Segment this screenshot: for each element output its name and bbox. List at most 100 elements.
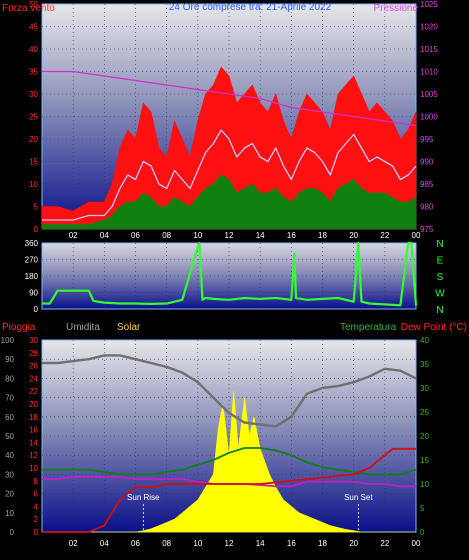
humidity-y-tick-label: 20 xyxy=(5,490,14,499)
x-tick-label: 08 xyxy=(162,231,171,240)
panel-headers: Forza vento 24 Ore comprese tra: 21-Apri… xyxy=(2,2,467,333)
humidity-y-tick-label: 70 xyxy=(5,394,14,403)
compass-label: S xyxy=(437,272,444,283)
direction-y-tick-label: 90 xyxy=(29,289,38,298)
humidity-y-tick-label: 100 xyxy=(1,336,15,345)
compass-label: N xyxy=(436,305,443,316)
x-tick-label: 20 xyxy=(349,539,358,548)
humidity-y-tick-label: 30 xyxy=(5,470,14,479)
x-tick-label: 22 xyxy=(380,539,389,548)
rain-y-tick-label: 30 xyxy=(29,336,38,345)
wind-y-tick-label: 25 xyxy=(29,113,38,122)
x-tick-label: 14 xyxy=(256,231,265,240)
x-tick-label: 00 xyxy=(412,231,421,240)
x-tick-label: 02 xyxy=(69,539,78,548)
humidity-label: Umidita xyxy=(66,322,100,333)
wind-y-tick-label: 10 xyxy=(29,180,38,189)
rain-y-tick-label: 2 xyxy=(34,515,39,524)
rain-y-tick-label: 10 xyxy=(29,464,38,473)
average-line xyxy=(42,129,417,221)
wind-area xyxy=(41,174,417,230)
x-tick-label: 06 xyxy=(131,539,140,548)
wind-y-tick-label: 45 xyxy=(29,23,38,32)
solar-label: Solar xyxy=(117,322,141,333)
pressure-y-tick-label: 985 xyxy=(420,180,434,189)
x-tick-label: 10 xyxy=(193,539,202,548)
temperature-y-tick-label: 25 xyxy=(420,408,429,417)
compass-label: N xyxy=(436,239,443,250)
x-tick-label: 04 xyxy=(100,231,109,240)
humidity-y-tick-label: 0 xyxy=(10,528,15,537)
humidity-line xyxy=(42,354,417,428)
rain-label: Pioggia xyxy=(2,322,36,333)
rain-y-tick-label: 12 xyxy=(29,451,38,460)
wind-left-label: Forza vento xyxy=(2,3,55,14)
temperature-y-tick-label: 20 xyxy=(420,432,429,441)
x-tick-label: 06 xyxy=(131,231,140,240)
temperature-y-tick-label: 35 xyxy=(420,360,429,369)
sun-annotation-label: Sun Set xyxy=(344,493,373,502)
pressure-y-tick-label: 1020 xyxy=(420,23,438,32)
wind-y-tick-label: 40 xyxy=(29,45,38,54)
direction-line xyxy=(42,241,418,307)
pressure-y-tick-label: 1015 xyxy=(420,45,438,54)
pressure-line xyxy=(42,70,417,127)
humidity-y-tick-label: 10 xyxy=(5,509,14,518)
rain-y-tick-label: 4 xyxy=(34,502,39,511)
x-tick-label: 18 xyxy=(318,539,327,548)
direction-y-tick-label: 0 xyxy=(34,305,39,314)
x-tick-label: 14 xyxy=(256,539,265,548)
wind-y-tick-label: 0 xyxy=(34,225,39,234)
rain-y-tick-label: 26 xyxy=(29,362,38,371)
temperature-line xyxy=(42,447,417,476)
wind-right-label: Pressione xyxy=(374,3,419,14)
rain-y-tick-label: 18 xyxy=(29,413,38,422)
sun-annotation-label: Sun Rise xyxy=(127,493,160,502)
x-tick-label: 20 xyxy=(349,231,358,240)
x-tick-label: 08 xyxy=(162,539,171,548)
compass-label: E xyxy=(437,256,444,267)
rain-y-tick-label: 14 xyxy=(29,438,38,447)
pressure-y-tick-label: 1010 xyxy=(420,68,438,77)
wind-y-tick-label: 50 xyxy=(29,0,38,9)
rain-line xyxy=(42,447,416,533)
pressure-y-tick-label: 1005 xyxy=(420,90,438,99)
direction-y-tick-label: 180 xyxy=(25,272,39,281)
rain-y-tick-label: 22 xyxy=(29,387,38,396)
humidity-y-tick-label: 50 xyxy=(5,432,14,441)
temperature-y-tick-label: 0 xyxy=(420,528,425,537)
humidity-y-tick-label: 80 xyxy=(5,374,14,383)
humidity-y-tick-label: 90 xyxy=(5,355,14,364)
direction-y-tick-label: 360 xyxy=(25,239,39,248)
x-tick-label: 16 xyxy=(287,539,296,548)
compass-label: W xyxy=(435,289,445,300)
x-tick-label: 16 xyxy=(287,231,296,240)
wind-y-tick-label: 5 xyxy=(34,203,39,212)
temperature-y-tick-label: 40 xyxy=(420,336,429,345)
rain-y-tick-label: 20 xyxy=(29,400,38,409)
rain-y-tick-label: 24 xyxy=(29,374,38,383)
wind-y-tick-label: 15 xyxy=(29,158,38,167)
temperature-y-tick-label: 30 xyxy=(420,384,429,393)
x-tick-label: 12 xyxy=(225,231,234,240)
pressure-y-tick-label: 995 xyxy=(420,135,434,144)
temperature-label: Temperatura xyxy=(340,322,397,333)
rain-y-tick-label: 0 xyxy=(34,528,39,537)
rain-y-tick-label: 16 xyxy=(29,426,38,435)
temperature-y-tick-label: 10 xyxy=(420,480,429,489)
humidity-y-tick-label: 40 xyxy=(5,451,14,460)
tick-labels: 0510152025303540455097598098599099510001… xyxy=(1,0,446,548)
humidity-y-tick-label: 60 xyxy=(5,413,14,422)
pressure-y-tick-label: 990 xyxy=(420,158,434,167)
temperature-y-tick-label: 15 xyxy=(420,456,429,465)
rain-y-tick-label: 6 xyxy=(34,490,39,499)
x-tick-label: 02 xyxy=(69,231,78,240)
temperature-y-tick-label: 5 xyxy=(420,504,425,513)
rain-y-tick-label: 8 xyxy=(34,477,39,486)
solar-area xyxy=(42,391,416,533)
x-tick-label: 18 xyxy=(318,231,327,240)
pressure-y-tick-label: 975 xyxy=(420,225,434,234)
sun-annotations: Sun Rise Sun Set xyxy=(127,493,373,530)
